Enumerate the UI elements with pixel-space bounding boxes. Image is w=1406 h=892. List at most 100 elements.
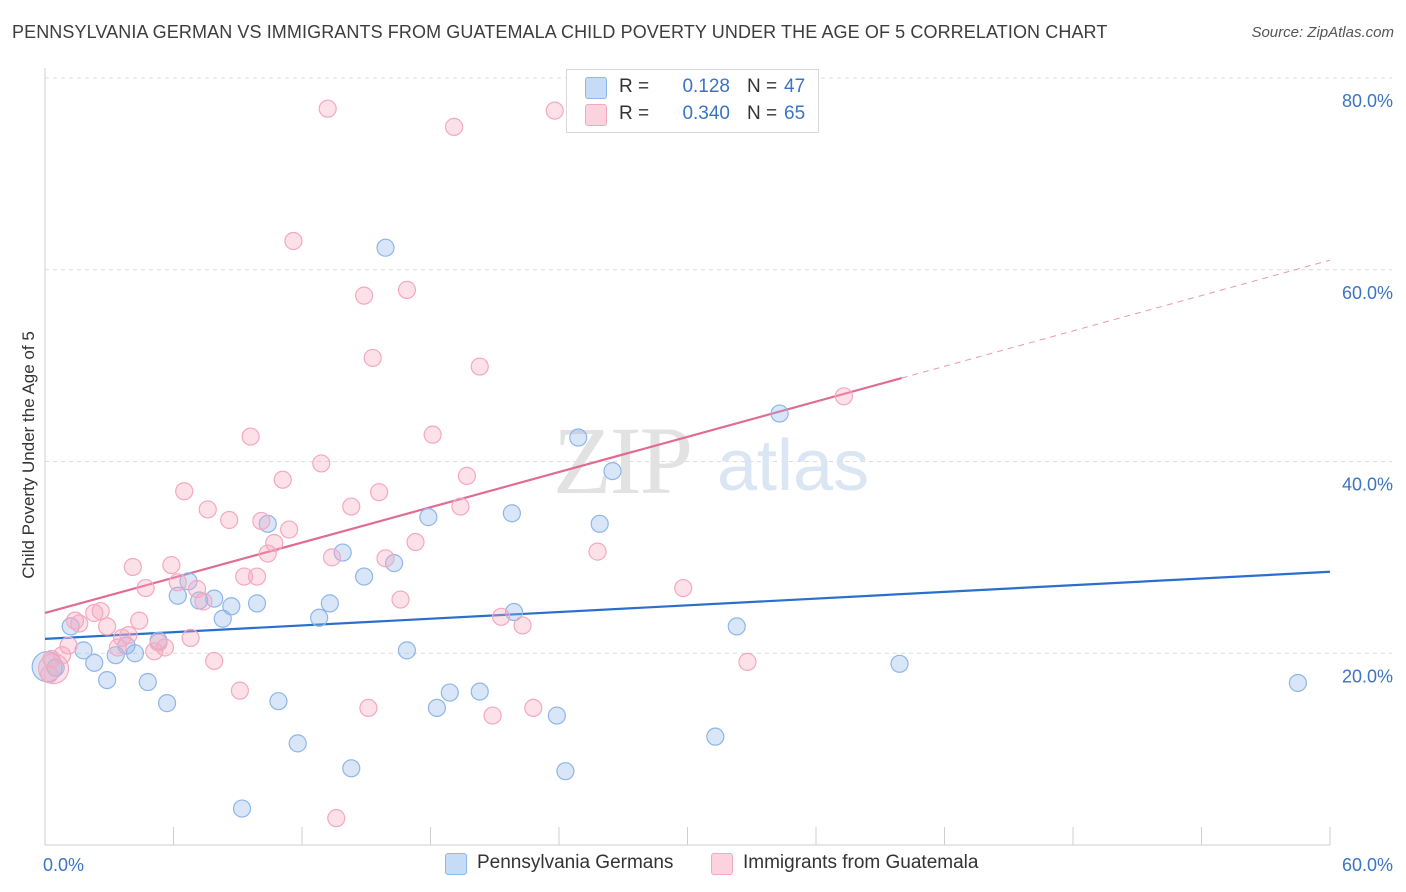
point-guatemala [108,638,127,657]
point-guatemala [322,548,342,567]
point-guatemala [492,607,511,626]
point-pennsylvania-german [85,653,104,672]
trend-line-guatemala [44,377,902,615]
point-guatemala [53,646,72,665]
point-pennsylvania-german [427,698,447,717]
point-guatemala [162,555,181,575]
point-guatemala [391,590,410,609]
point-guatemala [37,652,70,685]
point-guatemala [545,101,564,120]
legend-r-label: R = [619,76,650,97]
point-guatemala [91,601,110,621]
point-pennsylvania-german [376,238,395,257]
legend-r-value: 0.128 [682,76,730,97]
tick-labels: 20.0% 40.0% 60.0% 80.0% 0.0% 60.0% [43,91,1393,875]
point-guatemala [513,616,532,635]
point-pennsylvania-german [310,608,329,627]
point-guatemala [376,549,395,568]
x-tick-label: 60.0% [1342,855,1393,875]
point-pennsylvania-german [232,799,252,818]
series-legend: Pennsylvania Germans Immigrants from Gua… [0,852,1406,878]
legend-label: Immigrants from Guatemala [743,852,979,873]
point-pennsylvania-german [247,594,267,613]
point-pennsylvania-german [222,597,241,616]
legend-swatch-blue [585,77,607,99]
chart-title: PENNSYLVANIA GERMAN VS IMMIGRANTS FROM G… [12,22,1108,42]
point-guatemala [444,117,464,136]
point-pennsylvania-german [590,514,609,533]
point-pennsylvania-german [205,589,224,608]
legend-n-label: N = [747,76,778,97]
point-guatemala [175,482,194,501]
watermark-atlas: atlas [717,426,869,506]
point-guatemala [273,470,292,489]
point-guatemala [220,510,239,530]
legend-n-value: 65 [784,103,806,124]
point-guatemala [483,706,502,725]
point-guatemala [230,681,249,700]
point-guatemala [359,698,378,717]
point-guatemala [252,511,271,531]
point-guatemala [136,578,155,598]
point-guatemala [397,280,417,299]
point-guatemala [342,497,361,516]
point-guatemala [85,603,104,623]
point-pennsylvania-german [98,670,117,690]
point-guatemala [738,652,757,671]
point-guatemala [363,348,382,368]
point-guatemala [588,542,607,561]
legend-swatch-pink [585,104,607,126]
point-pennsylvania-german [706,727,725,746]
legend-r-value: 0.340 [682,103,730,124]
point-guatemala [312,454,331,473]
point-guatemala [98,617,117,636]
point-guatemala [674,578,693,598]
point-guatemala [280,520,299,539]
source-label: Source: ZipAtlas.com [1251,24,1394,41]
point-guatemala [168,573,187,592]
legend-r-label: R = [619,103,650,124]
point-guatemala [59,636,78,655]
point-pennsylvania-german [440,683,459,702]
watermark-zip: ZIP [553,407,691,514]
point-guatemala [355,286,374,305]
trend-line-pennsylvania-german [44,570,1331,640]
point-guatemala [194,592,213,611]
point-pennsylvania-german [288,734,307,753]
x-tick-label: 0.0% [43,855,84,875]
trend-lines [44,259,1331,640]
point-pennsylvania-german [569,428,588,447]
point-pennsylvania-german [770,404,789,423]
point-pennsylvania-german [890,654,909,673]
point-guatemala [198,500,217,519]
y-tick-label: 20.0% [1342,666,1393,686]
point-pennsylvania-german [502,504,521,523]
point-pennsylvania-german [1288,673,1307,693]
point-guatemala [119,625,138,645]
point-pennsylvania-german [603,461,622,481]
point-guatemala [423,425,442,444]
point-pennsylvania-german [320,594,339,613]
axes [44,68,1331,846]
point-guatemala [524,698,543,717]
correlation-legend: R = 0.128 N = 47 R = 0.340 N = 65 [566,69,819,133]
point-guatemala [70,614,89,633]
point-pennsylvania-german [556,762,575,781]
point-guatemala [834,387,853,406]
point-pennsylvania-german [213,609,232,628]
y-tick-label: 80.0% [1342,91,1393,111]
point-guatemala [247,567,267,586]
point-guatemala [205,651,224,671]
point-guatemala [155,638,175,657]
point-pennsylvania-german [138,672,157,692]
point-guatemala [265,533,284,553]
point-guatemala [123,557,142,577]
point-pennsylvania-german [397,641,417,660]
point-pennsylvania-german [384,554,404,573]
y-tick-label: 60.0% [1342,283,1393,303]
point-guatemala [235,567,254,586]
point-pennsylvania-german [157,694,177,713]
y-tick-label: 40.0% [1342,475,1393,495]
point-pennsylvania-german [333,543,352,562]
